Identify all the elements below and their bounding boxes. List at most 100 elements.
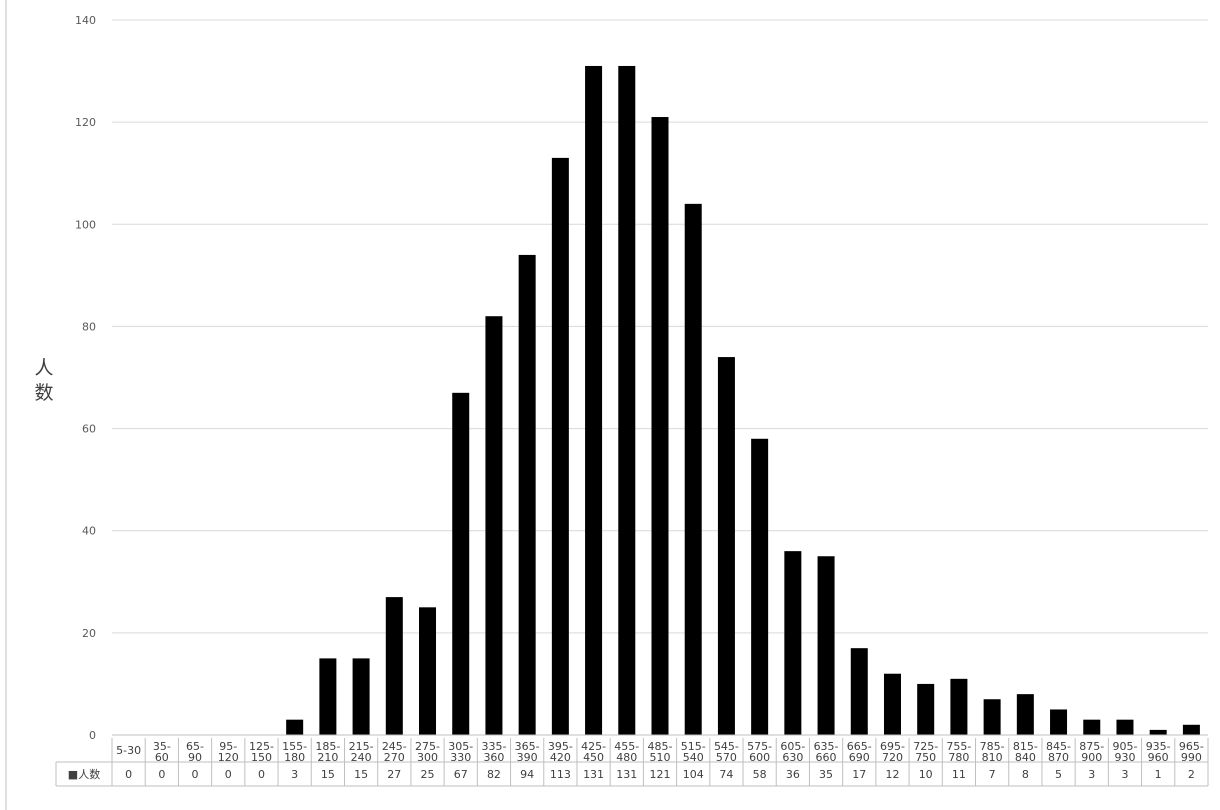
data-label: 27	[387, 768, 401, 781]
x-tick-label: 665-690	[847, 740, 872, 764]
data-label: 7	[989, 768, 996, 781]
data-label: 1	[1155, 768, 1162, 781]
bar	[518, 254, 536, 735]
bar	[950, 678, 968, 735]
y-tick-label: 0	[89, 729, 96, 742]
data-label: 17	[852, 768, 866, 781]
bar	[883, 673, 901, 735]
data-label: 3	[1088, 768, 1095, 781]
data-label: 5	[1055, 768, 1062, 781]
y-axis-ticks: 0 20 40 60 80 100 120 140	[75, 14, 96, 742]
bar	[286, 719, 304, 735]
bar	[751, 438, 769, 735]
x-tick-label: 65-90	[186, 740, 204, 764]
data-label: 3	[291, 768, 298, 781]
x-tick-label: 785-810	[980, 740, 1005, 764]
x-tick-label: 95-120	[218, 740, 239, 764]
y-tick-label: 20	[82, 627, 96, 640]
data-label: 67	[454, 768, 468, 781]
x-tick-label: 455-480	[614, 740, 639, 764]
bar	[817, 556, 835, 735]
x-tick-label: 335-360	[481, 740, 506, 764]
bar	[352, 658, 370, 735]
bar	[1116, 719, 1134, 735]
bar	[385, 597, 403, 735]
y-tick-label: 120	[75, 116, 96, 129]
data-label: 8	[1022, 768, 1029, 781]
data-label: 0	[258, 768, 265, 781]
bar	[983, 699, 1001, 735]
data-label: 2	[1188, 768, 1195, 781]
data-table: 5-30 35-60 65-90 95-120 125-150 155-180 185-21…	[55, 734, 1209, 787]
x-tick-label: 845-870	[1046, 740, 1071, 764]
x-tick-label: 635-660	[814, 740, 839, 764]
bar	[717, 357, 735, 735]
bar	[850, 648, 868, 735]
x-tick-label: 875-900	[1079, 740, 1104, 764]
x-tick-label: 185-210	[315, 740, 340, 764]
y-axis-label-char-1: 人	[34, 357, 53, 379]
bar	[585, 65, 603, 735]
x-tick-label: 545-570	[714, 740, 739, 764]
y-tick-label: 100	[75, 218, 96, 231]
bar	[319, 658, 337, 735]
data-label: 0	[125, 768, 132, 781]
x-tick-label: 365-390	[515, 740, 540, 764]
data-label: 131	[583, 768, 604, 781]
bar	[917, 683, 935, 735]
bar	[1083, 719, 1101, 735]
x-tick-label: 815-840	[1013, 740, 1038, 764]
bar	[784, 551, 802, 735]
data-label: 0	[225, 768, 232, 781]
data-label: 0	[192, 768, 199, 781]
x-tick-label: 965-990	[1179, 740, 1204, 764]
data-label: 11	[952, 768, 966, 781]
data-label: 36	[786, 768, 800, 781]
legend-entry: ■人数	[68, 768, 100, 781]
x-tick-label: 275-300	[415, 740, 440, 764]
x-tick-label: 245-270	[382, 740, 407, 764]
bar	[1149, 729, 1167, 735]
bar	[684, 203, 702, 735]
x-tick-label: 155-180	[282, 740, 307, 764]
bar	[419, 607, 437, 735]
data-label: 82	[487, 768, 501, 781]
x-tick-label: 935-960	[1146, 740, 1171, 764]
x-tick-label: 485-510	[648, 740, 673, 764]
bars	[286, 65, 1200, 736]
data-label: 35	[819, 768, 833, 781]
bar	[452, 392, 470, 735]
data-label: 12	[885, 768, 899, 781]
x-tick-label: 755-780	[946, 740, 971, 764]
data-label: 74	[719, 768, 733, 781]
x-tick-label: 305-330	[448, 740, 473, 764]
y-tick-label: 80	[82, 320, 96, 333]
x-tick-label: 605-630	[780, 740, 805, 764]
bar	[1182, 724, 1200, 735]
x-tick-label: 5-30	[116, 744, 141, 757]
data-label: 94	[520, 768, 534, 781]
data-label: 121	[650, 768, 671, 781]
y-tick-label: 140	[75, 14, 96, 27]
x-tick-label: 695-720	[880, 740, 905, 764]
bar	[1050, 709, 1068, 735]
x-tick-label: 725-750	[913, 740, 938, 764]
data-label: 113	[550, 768, 571, 781]
x-tick-label: 905-930	[1112, 740, 1137, 764]
data-label: 3	[1121, 768, 1128, 781]
bar	[651, 117, 669, 736]
y-tick-label: 60	[82, 423, 96, 436]
y-tick-label: 40	[82, 525, 96, 538]
data-label: 10	[919, 768, 933, 781]
x-tick-label: 215-240	[349, 740, 374, 764]
bar	[551, 157, 569, 736]
x-tick-label: 125-150	[249, 740, 274, 764]
data-label: 25	[421, 768, 435, 781]
bar	[618, 65, 636, 735]
data-label: 104	[683, 768, 704, 781]
data-label: 58	[753, 768, 767, 781]
x-tick-label: 35-60	[153, 740, 171, 764]
data-label: 131	[616, 768, 637, 781]
y-axis-label-char-2: 数	[34, 382, 53, 404]
